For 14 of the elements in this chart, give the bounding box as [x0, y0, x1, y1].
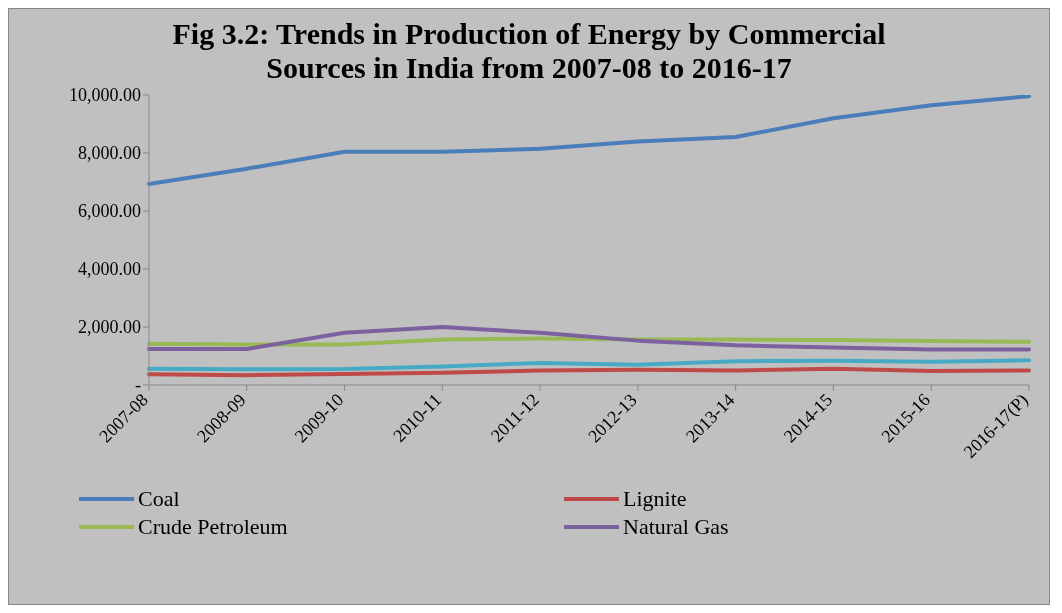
- line-series: [147, 358, 1031, 372]
- legend-label: Coal: [138, 485, 180, 513]
- legend-label: Crude Petroleum: [138, 513, 288, 541]
- legend-label: Natural Gas: [623, 513, 729, 541]
- line-series: [147, 366, 1031, 378]
- y-tick-label: 4,000.00: [78, 259, 141, 280]
- line-series: [147, 325, 1031, 352]
- legend-label: Lignite: [623, 485, 687, 513]
- line-series: [147, 95, 1031, 187]
- y-tick-label: 6,000.00: [78, 201, 141, 222]
- chart-title: Fig 3.2: Trends in Production of Energy by Commercial Sources in India from 2007-08 to 2016-17: [171, 16, 887, 85]
- y-tick-label: 2,000.00: [78, 317, 141, 338]
- y-tick-label: 8,000.00: [78, 143, 141, 164]
- y-tick-label: 10,000.00: [69, 85, 141, 106]
